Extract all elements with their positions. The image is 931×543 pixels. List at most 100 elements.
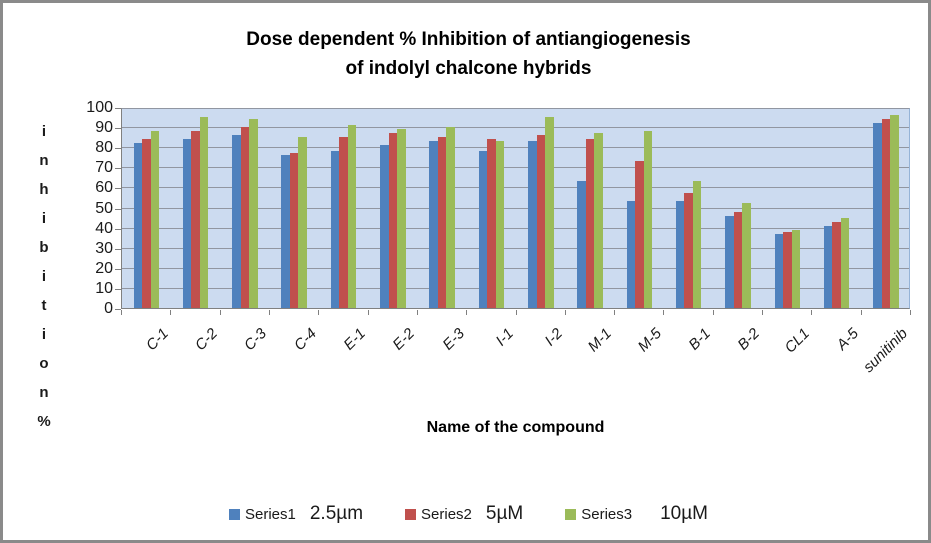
y-tick-label-20: 20	[95, 259, 113, 277]
gridline	[122, 247, 909, 249]
bar-series2-C-2	[191, 131, 200, 308]
bar-series1-M-1	[577, 181, 586, 308]
y-axis-title-char: %	[37, 413, 51, 430]
series3-swatch-icon	[565, 508, 577, 520]
legend-series2-dose: 5µM	[485, 503, 524, 524]
legend-series2-label: Series2	[421, 505, 472, 523]
bar-series2-E-3	[437, 137, 447, 308]
chart-title: Dose dependent % Inhibition of antiangio…	[3, 25, 928, 83]
bar-series3-C-3	[249, 119, 258, 308]
bar-series1-M-5	[626, 201, 636, 308]
legend-series3-label: Series3	[581, 505, 633, 523]
x-tick-mark	[268, 310, 270, 315]
y-tick-mark	[115, 148, 121, 150]
x-category-label-sunitinib: sunitinib	[860, 325, 912, 376]
bar-series3-E-3	[446, 127, 455, 308]
bar-series3-sunitinib	[890, 115, 899, 308]
x-tick-mark	[712, 310, 714, 315]
series2-swatch-icon	[405, 508, 417, 520]
bar-series1-I-1	[478, 151, 488, 308]
series1-swatch-icon	[228, 508, 240, 520]
y-tick-mark	[115, 268, 121, 270]
y-axis-title-char: i	[41, 123, 47, 140]
legend: Series1 2.5µm Series2 5µM Series3 10µM	[3, 503, 928, 525]
x-tick-mark	[219, 310, 221, 315]
x-tick-mark	[121, 310, 122, 315]
x-tick-mark	[367, 310, 369, 315]
gridline	[122, 227, 909, 229]
gridline	[122, 207, 909, 209]
bar-series1-E-3	[429, 141, 438, 308]
bar-series3-I-1	[495, 141, 505, 308]
x-tick-mark	[318, 310, 320, 315]
bar-series1-E-2	[380, 145, 389, 308]
bar-series2-M-5	[635, 161, 644, 308]
x-tick-mark	[762, 310, 764, 315]
bar-series2-A-5	[832, 221, 841, 308]
y-tick-mark	[115, 228, 121, 230]
x-tick-mark	[170, 310, 172, 315]
legend-item-series2: Series2 5µM	[405, 503, 523, 525]
y-axis-title: i n h i b i t i o n%	[33, 117, 55, 436]
bar-series1-C-4	[281, 155, 290, 308]
y-tick-mark	[115, 188, 121, 190]
y-tick-label-100: 100	[86, 99, 113, 116]
bar-series2-C-1	[142, 139, 151, 308]
bar-series3-B-2	[742, 203, 751, 308]
bar-series3-C-1	[150, 131, 159, 308]
gridline	[122, 147, 909, 149]
bar-series1-A-5	[823, 225, 833, 308]
bar-series1-E-1	[330, 151, 340, 308]
x-axis-title: Name of the compound	[426, 419, 605, 436]
y-axis-title-char: i	[41, 268, 47, 285]
y-tick-mark	[115, 288, 121, 290]
bar-series3-A-5	[840, 217, 850, 308]
bar-series3-M-1	[594, 133, 603, 308]
y-axis-title-char: i	[41, 210, 47, 227]
bar-series2-I-1	[487, 139, 496, 308]
bar-series2-E-1	[339, 137, 348, 308]
x-tick-mark	[564, 310, 566, 315]
y-tick-label-60: 60	[95, 179, 113, 197]
chart-title-line2: of indolyl chalcone hybrids	[345, 58, 592, 79]
bar-series1-sunitinib	[873, 123, 882, 308]
y-tick-mark	[115, 168, 121, 170]
legend-series3-dose: 10µM	[660, 503, 709, 524]
bar-series1-B-2	[725, 215, 734, 308]
y-axis-title-char: t	[41, 297, 47, 314]
y-tick-label-0: 0	[104, 300, 113, 317]
bar-series1-CL1	[774, 233, 784, 308]
bar-series2-E-2	[388, 133, 398, 308]
gridline	[122, 287, 909, 289]
bar-series1-I-2	[528, 141, 537, 308]
y-tick-label-70: 70	[95, 159, 113, 177]
gridline	[122, 167, 909, 169]
y-tick-label-10: 10	[95, 279, 113, 297]
bar-series2-M-1	[585, 139, 595, 308]
bar-series2-B-1	[684, 193, 693, 308]
y-tick-label-30: 30	[95, 239, 113, 257]
bar-series3-C-4	[298, 137, 307, 308]
bar-series2-C-3	[240, 127, 250, 308]
y-tick-label-50: 50	[95, 199, 113, 217]
x-tick-mark	[860, 310, 862, 315]
y-tick-mark	[115, 128, 121, 130]
plot-area	[121, 108, 910, 309]
x-tick-mark	[811, 310, 813, 315]
gridline	[122, 267, 909, 269]
x-tick-mark	[663, 310, 665, 315]
y-axis-title-char: o	[39, 355, 49, 372]
bar-series2-sunitinib	[881, 119, 891, 308]
y-axis-title-char: n	[39, 152, 49, 169]
bar-series3-M-5	[643, 131, 653, 308]
bar-series1-C-2	[182, 139, 192, 308]
y-tick-mark	[115, 108, 121, 109]
bar-series2-C-4	[289, 153, 299, 308]
legend-item-series3: Series3 10µM	[565, 503, 708, 525]
x-tick-mark	[416, 310, 418, 315]
bar-series3-B-1	[692, 181, 702, 308]
x-tick-mark	[910, 310, 911, 315]
bar-series3-E-2	[397, 129, 406, 308]
legend-series1-label: Series1	[244, 505, 296, 523]
